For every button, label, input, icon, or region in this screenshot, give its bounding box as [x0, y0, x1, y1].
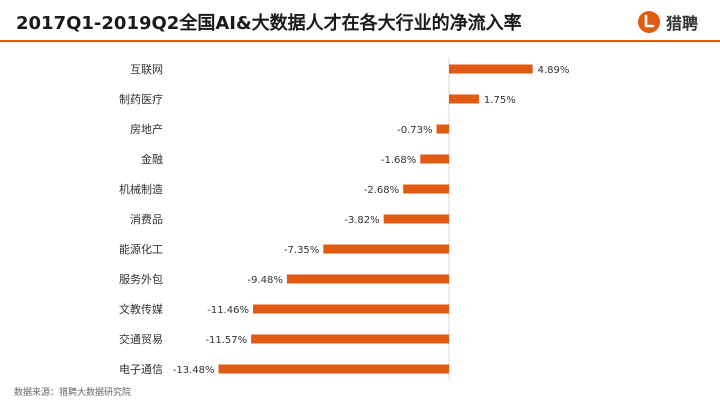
data-label: -7.35%: [284, 245, 319, 256]
title-rule: [0, 40, 720, 42]
bar: [323, 244, 449, 254]
category-label: 制药医疗: [119, 92, 163, 106]
bar: [436, 124, 449, 134]
category-label: 电子通信: [119, 363, 163, 376]
category-label: 消费品: [130, 212, 163, 226]
category-label: 金融: [141, 152, 163, 166]
bar: [420, 154, 449, 164]
bar: [449, 94, 479, 104]
data-label: -11.57%: [205, 335, 247, 346]
liepin-logo-icon: [637, 11, 660, 33]
category-label: 机械制造: [119, 182, 163, 196]
category-label: 交通贸易: [119, 332, 163, 346]
bar: [403, 184, 449, 194]
data-label: -1.68%: [381, 155, 416, 166]
bar: [286, 274, 449, 284]
category-label: 互联网: [130, 63, 163, 76]
category-label: 文教传媒: [119, 302, 163, 316]
chart-svg: 互联网 4.89% 制药医疗 1.75% 房地产 -0.73% 金融 -1.68% 机械制造 -2…: [119, 58, 570, 380]
source-note: 数据来源：猎聘大数据研究院: [14, 388, 132, 398]
bar: [383, 214, 449, 224]
page-title: 2017Q1-2019Q2全国AI&大数据人才在各大行业的净流入率: [16, 13, 522, 34]
category-label: 房地产: [130, 122, 163, 136]
logo-text: 猎聘: [665, 14, 698, 33]
data-label: 1.75%: [484, 95, 516, 106]
data-label: -2.68%: [364, 185, 399, 196]
bar: [253, 304, 449, 314]
logo: 猎聘: [637, 10, 698, 34]
bar: [251, 334, 449, 344]
data-label: 4.89%: [538, 65, 570, 76]
data-label: -3.82%: [344, 215, 379, 226]
data-label: -9.48%: [248, 275, 283, 286]
category-label: 能源化工: [119, 242, 163, 256]
bar: [449, 64, 533, 74]
category-label: 服务外包: [119, 273, 163, 286]
data-label: -13.48%: [173, 365, 215, 376]
bar-chart: 互联网 4.89% 制药医疗 1.75% 房地产 -0.73% 金融 -1.68% 机械制造 -2…: [0, 50, 720, 380]
data-label: -0.73%: [397, 125, 432, 136]
bar: [218, 364, 449, 374]
data-label: -11.46%: [207, 305, 249, 316]
